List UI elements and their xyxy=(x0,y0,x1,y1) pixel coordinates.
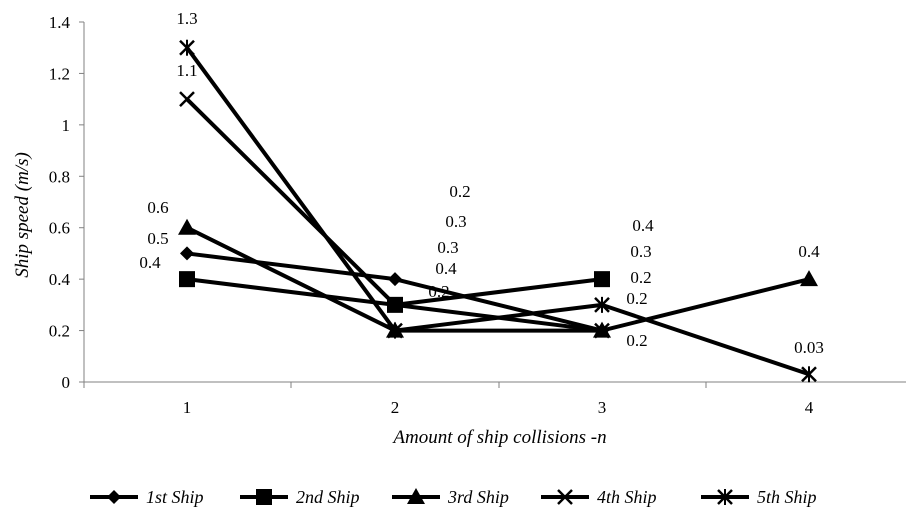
x-tick-label: 3 xyxy=(598,398,607,417)
legend-item-1: 1st Ship xyxy=(90,487,204,507)
legend-marker xyxy=(557,489,573,505)
legend-label: 4th Ship xyxy=(597,487,657,507)
series-5-point xyxy=(387,322,403,339)
series-3-point xyxy=(178,218,196,235)
legend: 1st Ship 2nd Ship 3rd Ship 4th Ship 5th Ship xyxy=(90,487,817,507)
data-label: 0.3 xyxy=(437,238,458,257)
data-label: 1.3 xyxy=(176,9,197,28)
series-line-1 xyxy=(186,251,603,333)
data-label: 1.1 xyxy=(176,61,197,80)
series-group xyxy=(178,39,818,383)
legend-label: 5th Ship xyxy=(757,487,817,507)
series-4-point xyxy=(387,296,403,313)
y-tick-label: 0 xyxy=(62,373,71,392)
data-label: 0.4 xyxy=(632,216,654,235)
legend-marker xyxy=(717,489,733,505)
data-label: 0.03 xyxy=(794,338,824,357)
data-label: 0.2 xyxy=(630,268,651,287)
legend-item-5: 5th Ship xyxy=(701,487,817,507)
legend-label: 2nd Ship xyxy=(296,487,360,507)
data-label: 0.2 xyxy=(428,282,449,301)
series-1-point xyxy=(388,272,402,287)
legend-marker xyxy=(407,488,425,504)
series-4-point xyxy=(594,322,610,339)
legend-item-2: 2nd Ship xyxy=(240,487,360,507)
series-5-point xyxy=(594,296,610,313)
legend-label: 1st Ship xyxy=(146,487,204,507)
axes xyxy=(79,21,906,388)
y-tick-label: 1 xyxy=(62,116,71,135)
data-label: 0.3 xyxy=(445,212,466,231)
legend-label: 3rd Ship xyxy=(447,487,509,507)
x-tick-label: 4 xyxy=(805,398,814,417)
y-tick-label: 0.2 xyxy=(49,322,70,341)
x-axis-title: Amount of ship collisions -n xyxy=(391,427,606,448)
data-label: 0.2 xyxy=(449,182,470,201)
legend-marker xyxy=(107,490,121,504)
series-5-point xyxy=(801,366,817,383)
legend-item-3: 3rd Ship xyxy=(392,487,509,507)
series-1-point xyxy=(180,246,194,261)
x-tick-labels: 1 2 3 4 xyxy=(183,398,814,417)
series-2-point xyxy=(594,271,610,288)
series-5-point xyxy=(179,39,195,56)
data-label: 0.2 xyxy=(626,289,647,308)
y-tick-label: 1.4 xyxy=(49,13,71,32)
series-2-point xyxy=(179,271,195,288)
y-tick-labels: 0 0.2 0.4 0.6 0.8 1 1.2 1.4 xyxy=(49,13,71,392)
x-tick-label: 2 xyxy=(391,398,400,417)
data-label: 0.4 xyxy=(139,253,161,272)
data-label: 0.4 xyxy=(798,242,820,261)
y-tick-label: 0.8 xyxy=(49,167,70,186)
legend-marker xyxy=(256,489,272,505)
data-label: 0.2 xyxy=(626,331,647,350)
series-line-3 xyxy=(186,225,810,333)
x-tick-label: 1 xyxy=(183,398,192,417)
series-3-point xyxy=(800,270,818,287)
y-axis-title: Ship speed (m/s) xyxy=(12,152,33,278)
data-label: 0.4 xyxy=(435,259,457,278)
series-line-5 xyxy=(185,46,810,377)
data-labels: 0.5 0.4 0.2 0.4 0.3 0.4 0.6 0.2 0.2 0.4 1.1 0.3 0.2 1… xyxy=(139,9,824,357)
legend-item-4: 4th Ship xyxy=(541,487,657,507)
y-tick-label: 0.4 xyxy=(49,270,71,289)
data-label: 0.6 xyxy=(147,198,168,217)
data-label: 0.5 xyxy=(147,229,168,248)
y-tick-label: 0.6 xyxy=(49,219,70,238)
series-4-point xyxy=(179,91,195,108)
data-label: 0.3 xyxy=(630,242,651,261)
y-tick-label: 1.2 xyxy=(49,64,70,83)
